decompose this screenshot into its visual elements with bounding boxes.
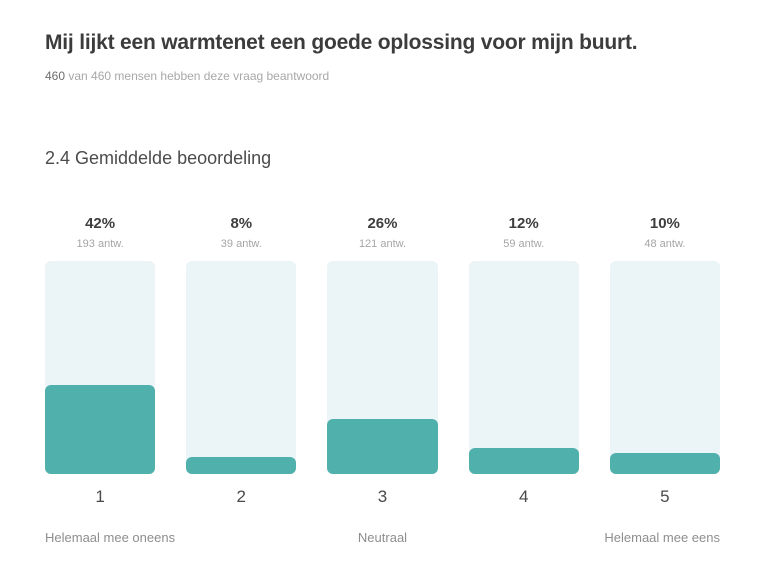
bar-percent-label: 8% <box>230 215 253 232</box>
bar-percent-label: 42% <box>85 215 116 232</box>
bar-count-label: 193 antw. <box>76 238 124 250</box>
bar-fill <box>45 384 156 474</box>
bar-percent-label: 26% <box>367 215 398 232</box>
bar-track <box>609 261 720 474</box>
response-summary-text: van 460 mensen hebben deze vraag beantwo… <box>65 69 330 83</box>
rating-scale-annotations: Helemaal mee oneens Neutraal Helemaal me… <box>45 530 720 546</box>
bar-column: 26% 121 antw. 3 <box>327 215 438 507</box>
bar-count-label: 39 antw. <box>220 238 262 250</box>
bar-column: 12% 59 antw. 4 <box>468 215 579 507</box>
bar-count-label: 59 antw. <box>503 238 545 250</box>
bar-column: 10% 48 antw. 5 <box>609 215 720 507</box>
bar-percent-label: 10% <box>649 215 680 232</box>
bar-category-label: 5 <box>660 487 670 506</box>
response-summary: 460 van 460 mensen hebben deze vraag bea… <box>45 69 720 83</box>
rating-bar-chart: 42% 193 antw. 1 8% 39 antw. 2 26% 121 an… <box>45 215 720 507</box>
bar-fill <box>327 418 438 474</box>
question-title: Mij lijkt een warmtenet een goede oploss… <box>45 31 638 54</box>
bar-fill <box>609 452 720 474</box>
bar-track <box>468 261 579 474</box>
bar-fill <box>468 448 579 474</box>
answered-count: 460 <box>45 69 66 83</box>
section-heading: 2.4 Gemiddelde beoordeling <box>45 148 272 168</box>
survey-results-page: Mij lijkt een warmtenet een goede oploss… <box>45 31 720 546</box>
bar-column: 42% 193 antw. 1 <box>45 215 156 507</box>
scale-label-min: Helemaal mee oneens <box>45 530 176 545</box>
bar-category-label: 4 <box>518 487 529 506</box>
bar-category-label: 2 <box>236 487 247 506</box>
bar-track <box>327 261 438 474</box>
bar-category-label: 3 <box>377 487 388 506</box>
bar-percent-label: 12% <box>508 215 539 232</box>
scale-label-mid: Neutraal <box>357 530 408 545</box>
bar-track <box>45 261 156 474</box>
bar-category-label: 1 <box>95 487 105 506</box>
bar-count-label: 121 antw. <box>358 238 407 250</box>
scale-label-max: Helemaal mee eens <box>604 530 720 545</box>
bar-track <box>186 261 297 474</box>
bar-count-label: 48 antw. <box>644 238 686 250</box>
bar-fill <box>186 456 297 474</box>
bar-column: 8% 39 antw. 2 <box>186 215 297 507</box>
